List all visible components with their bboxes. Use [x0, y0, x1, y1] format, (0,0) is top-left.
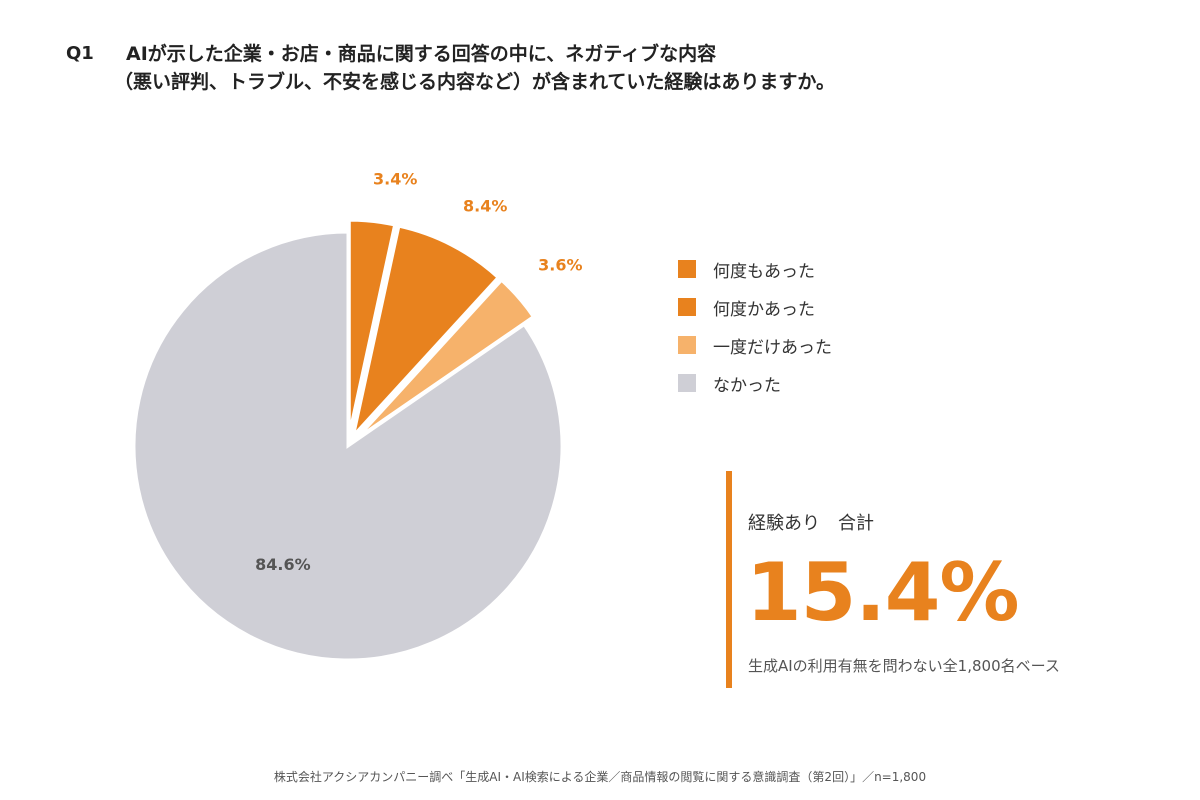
pie-slice — [347, 218, 397, 435]
slice-label: 3.4% — [373, 169, 417, 188]
legend-item: 一度だけあった — [678, 326, 832, 364]
legend-swatch — [678, 336, 696, 354]
legend-label: 何度もあった — [713, 261, 815, 282]
slice-label: 84.6% — [255, 555, 311, 574]
legend-swatch — [678, 260, 696, 278]
summary-value: 15.4% — [746, 546, 1020, 639]
question-number: Q1 — [66, 43, 94, 64]
legend-swatch — [678, 298, 696, 316]
legend-swatch — [678, 374, 696, 392]
summary-note: 生成AIの利用有無を問わない全1,800名ベース — [748, 657, 1060, 675]
source-footer: 株式会社アクシアカンパニー調べ「生成AI・AI検索による企業／商品情報の閲覧に関… — [273, 770, 927, 784]
question-text: AIが示した企業・お店・商品に関する回答の中に、ネガティブな内容 （悪い評判、ト… — [114, 40, 1166, 96]
summary-label: 経験あり 合計 — [748, 513, 874, 534]
question-line-2: （悪い評判、トラブル、不安を感じる内容など）が含まれていた経験はありますか。 — [114, 71, 836, 93]
summary-box: 経験あり 合計 15.4% 生成AIの利用有無を問わない全1,800名ベース — [726, 471, 1152, 688]
legend-item: 何度もあった — [678, 250, 832, 288]
question-line-1: AIが示した企業・お店・商品に関する回答の中に、ネガティブな内容 — [126, 43, 717, 65]
pie-slice — [350, 224, 501, 441]
legend-label: なかった — [713, 375, 781, 396]
pie-slice — [355, 278, 536, 440]
legend: 何度もあった 何度かあった 一度だけあった なかった — [678, 250, 832, 402]
slice-label: 8.4% — [463, 197, 507, 216]
legend-item: 何度かあった — [678, 288, 832, 326]
legend-label: 何度かあった — [713, 299, 815, 320]
legend-label: 一度だけあった — [713, 337, 832, 358]
pie-slice — [132, 230, 564, 662]
legend-item: なかった — [678, 364, 832, 402]
slice-label: 3.6% — [538, 256, 582, 275]
